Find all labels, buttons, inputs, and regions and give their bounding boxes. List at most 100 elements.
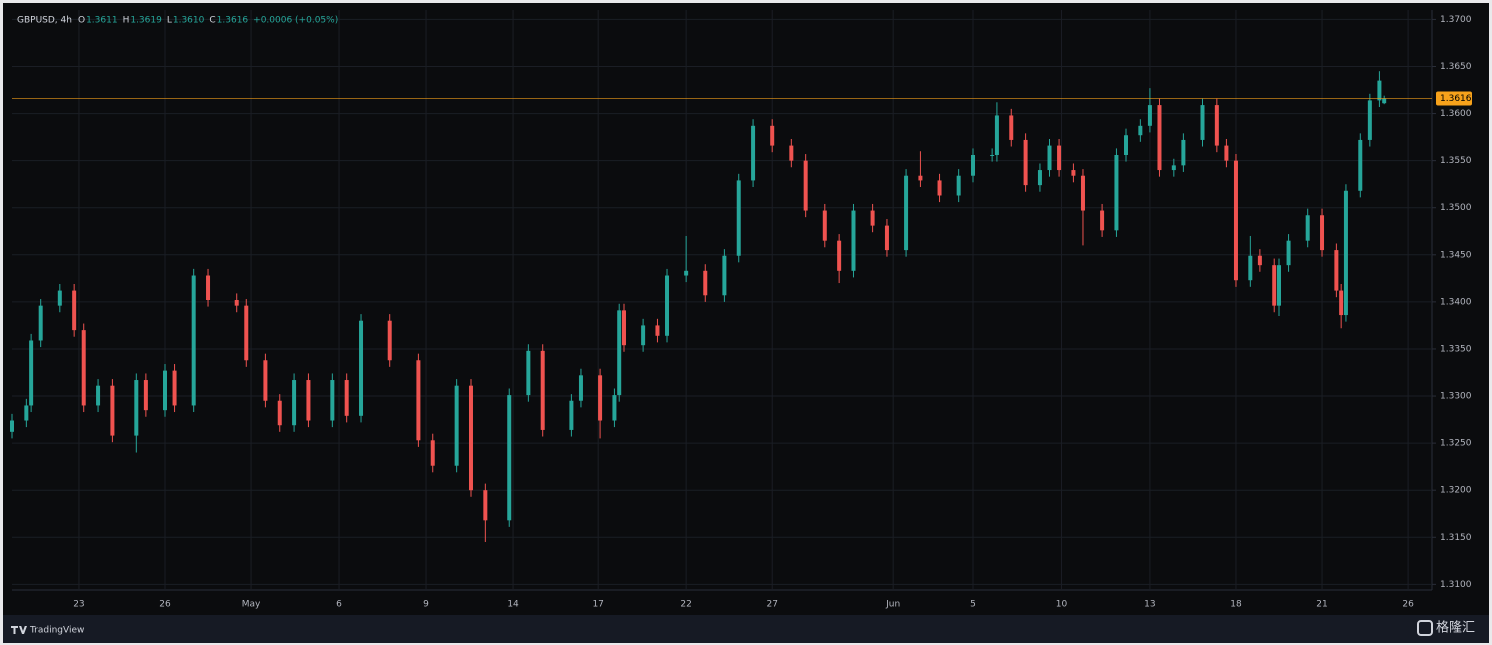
candle-body — [1320, 215, 1325, 251]
candle-body — [468, 385, 473, 491]
candle-body — [641, 325, 646, 346]
candle-body — [1181, 139, 1186, 166]
y-tick-label: 1.3550 — [1440, 156, 1472, 166]
candle-body — [722, 255, 727, 296]
candle-body — [803, 160, 808, 211]
x-tick-label: 6 — [336, 600, 342, 610]
candle-body — [918, 175, 923, 181]
candle-body — [1377, 80, 1382, 101]
candle-body — [621, 310, 626, 346]
candle-body — [526, 350, 531, 396]
last-price-label: 1.3616 — [1440, 94, 1472, 104]
candle-body — [162, 370, 167, 411]
candle-body — [1124, 135, 1129, 155]
x-tick-label: 5 — [970, 600, 976, 610]
candle-body — [751, 125, 756, 181]
candle-body — [1171, 165, 1176, 171]
candle-body — [387, 320, 392, 361]
ohlc-key: O — [78, 16, 85, 26]
candle-body — [665, 275, 670, 336]
candle-body — [1023, 139, 1028, 186]
candle-body — [1248, 255, 1253, 281]
watermark-logo — [1417, 620, 1433, 636]
candle-body — [1147, 105, 1152, 126]
candle-body — [1358, 139, 1363, 191]
candle-body — [143, 380, 148, 411]
candle-body — [1114, 155, 1119, 231]
candle-body — [1057, 145, 1062, 171]
y-tick-label: 1.3100 — [1440, 580, 1472, 590]
ohlc-key: C — [209, 16, 215, 26]
candle-body — [234, 300, 239, 306]
ohlc-key: L — [167, 16, 172, 26]
y-tick-label: 1.3450 — [1440, 250, 1472, 260]
candle-body — [1047, 145, 1052, 171]
candle-body — [507, 395, 512, 521]
change: +0.0006 (+0.05%) — [253, 16, 338, 26]
x-tick-label: 21 — [1316, 600, 1327, 610]
x-tick-label: 27 — [766, 600, 777, 610]
grid — [12, 10, 1432, 590]
candle-body — [29, 340, 34, 406]
candle-body — [206, 275, 211, 300]
candle-body — [110, 385, 115, 436]
candle-body — [172, 370, 177, 406]
candle-body — [1277, 265, 1282, 306]
x-tick-label: 23 — [73, 600, 84, 610]
candle-body — [1339, 290, 1344, 316]
y-tick-label: 1.3300 — [1440, 392, 1472, 402]
candle-body — [617, 310, 622, 396]
candle-body — [1037, 170, 1042, 186]
ohlc-value: 1.3610 — [173, 16, 205, 26]
candle-body — [57, 290, 62, 306]
candle-body — [578, 375, 583, 401]
y-tick-label: 1.3650 — [1440, 62, 1472, 72]
candle-body — [277, 400, 282, 426]
candle-body — [684, 270, 689, 276]
candle-body — [263, 360, 268, 401]
candle-body — [1367, 100, 1372, 140]
candle-body — [937, 180, 942, 196]
candle-body — [1200, 105, 1205, 140]
candle-body — [1257, 255, 1262, 266]
ohlc-value: 1.3611 — [86, 16, 118, 26]
chart-background — [3, 3, 1489, 643]
candle-body — [1305, 215, 1310, 241]
candle-body — [1157, 105, 1162, 171]
candle-body — [1080, 175, 1085, 211]
candle-body — [1382, 98, 1387, 104]
candle-body — [344, 380, 349, 416]
x-tick-label: Jun — [885, 600, 900, 610]
y-tick-label: 1.3150 — [1440, 533, 1472, 543]
candle-body — [1009, 115, 1014, 140]
candle-body — [1224, 145, 1229, 161]
candle-body — [244, 305, 249, 361]
candle-body — [870, 210, 875, 226]
candle-body — [1272, 265, 1277, 306]
footer-bar — [3, 615, 1489, 643]
x-tick-label: 18 — [1230, 600, 1242, 610]
candle-body — [430, 440, 435, 466]
ohlc-value: 1.3619 — [130, 16, 162, 26]
watermark: 格隆汇 — [1436, 620, 1475, 636]
candle-body — [38, 305, 43, 341]
candle-body — [703, 270, 708, 296]
candle-body — [971, 155, 976, 176]
candle-body — [483, 490, 488, 521]
candle-body — [454, 385, 459, 466]
x-tick-label: 22 — [680, 600, 691, 610]
candle-body — [612, 395, 617, 421]
last-price-tag — [1436, 91, 1472, 106]
candle-body — [770, 125, 775, 146]
x-tick-label: May — [242, 600, 261, 610]
candle-body — [540, 350, 545, 430]
tradingview-logo — [11, 626, 27, 634]
ohlc-key: H — [123, 16, 130, 26]
candle-body — [134, 380, 139, 436]
candle-body — [956, 175, 961, 196]
candle-body — [416, 360, 421, 441]
y-tick-label: 1.3200 — [1440, 486, 1472, 496]
candle-body — [10, 420, 14, 432]
candle-body — [1071, 170, 1076, 176]
